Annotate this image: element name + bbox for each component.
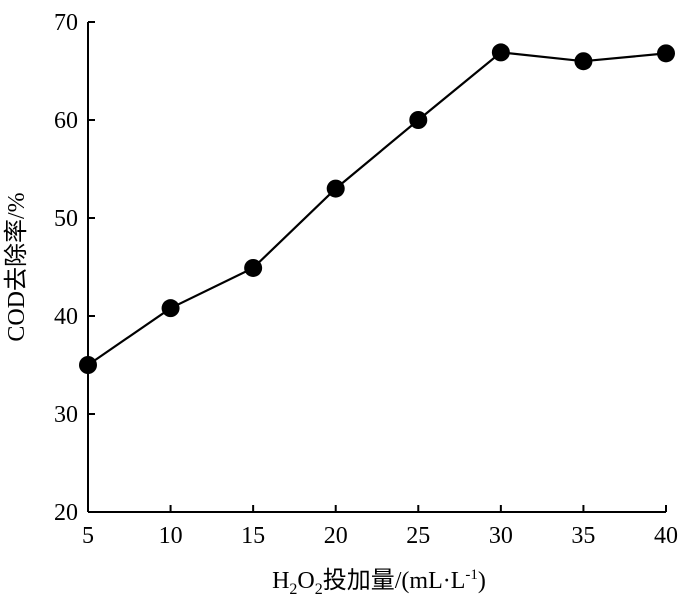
x-tick-label: 25 [406,523,430,549]
data-point [79,356,97,374]
x-tick-label: 40 [654,523,678,549]
x-tick-label: 15 [241,523,265,549]
x-axis-title-sup: -1 [465,567,478,583]
y-tick-label: 20 [54,500,78,526]
x-tick-label: 35 [571,523,595,549]
x-axis-title-main: 投加量/(mL·L [323,567,466,594]
data-point [244,258,263,277]
x-axis-title: H2O2投加量/(mL·L-1) [272,567,486,598]
series-line [87,51,667,366]
y-tick-label: 40 [54,304,78,330]
x-tick-label: 5 [82,523,94,549]
x-ticks: 5 10 15 20 25 30 35 40 [82,505,678,549]
data-point [657,44,675,63]
y-ticks: 20 30 40 50 60 70 [54,10,95,526]
data-point [161,299,180,318]
x-tick-label: 30 [489,523,513,549]
y-axis-title: COD去除率/% [3,192,30,341]
y-tick-label: 70 [54,10,78,36]
x-tick-label: 20 [324,523,348,549]
y-tick-label: 50 [54,206,78,232]
data-point [574,52,593,71]
data-point [326,179,345,198]
y-tick-label: 30 [54,402,78,428]
data-points [79,43,675,374]
x-axis-title-h: H [272,568,289,594]
x-axis-title-o: O [297,568,314,594]
data-point [409,111,428,129]
x-axis-title-close: ) [478,568,486,594]
x-axis-title-sub-2a: 2 [289,581,297,598]
data-point [491,43,510,62]
x-tick-label: 10 [159,523,183,549]
axes [87,22,666,513]
x-axis-title-sub-2b: 2 [315,581,323,598]
y-tick-label: 60 [54,108,78,134]
